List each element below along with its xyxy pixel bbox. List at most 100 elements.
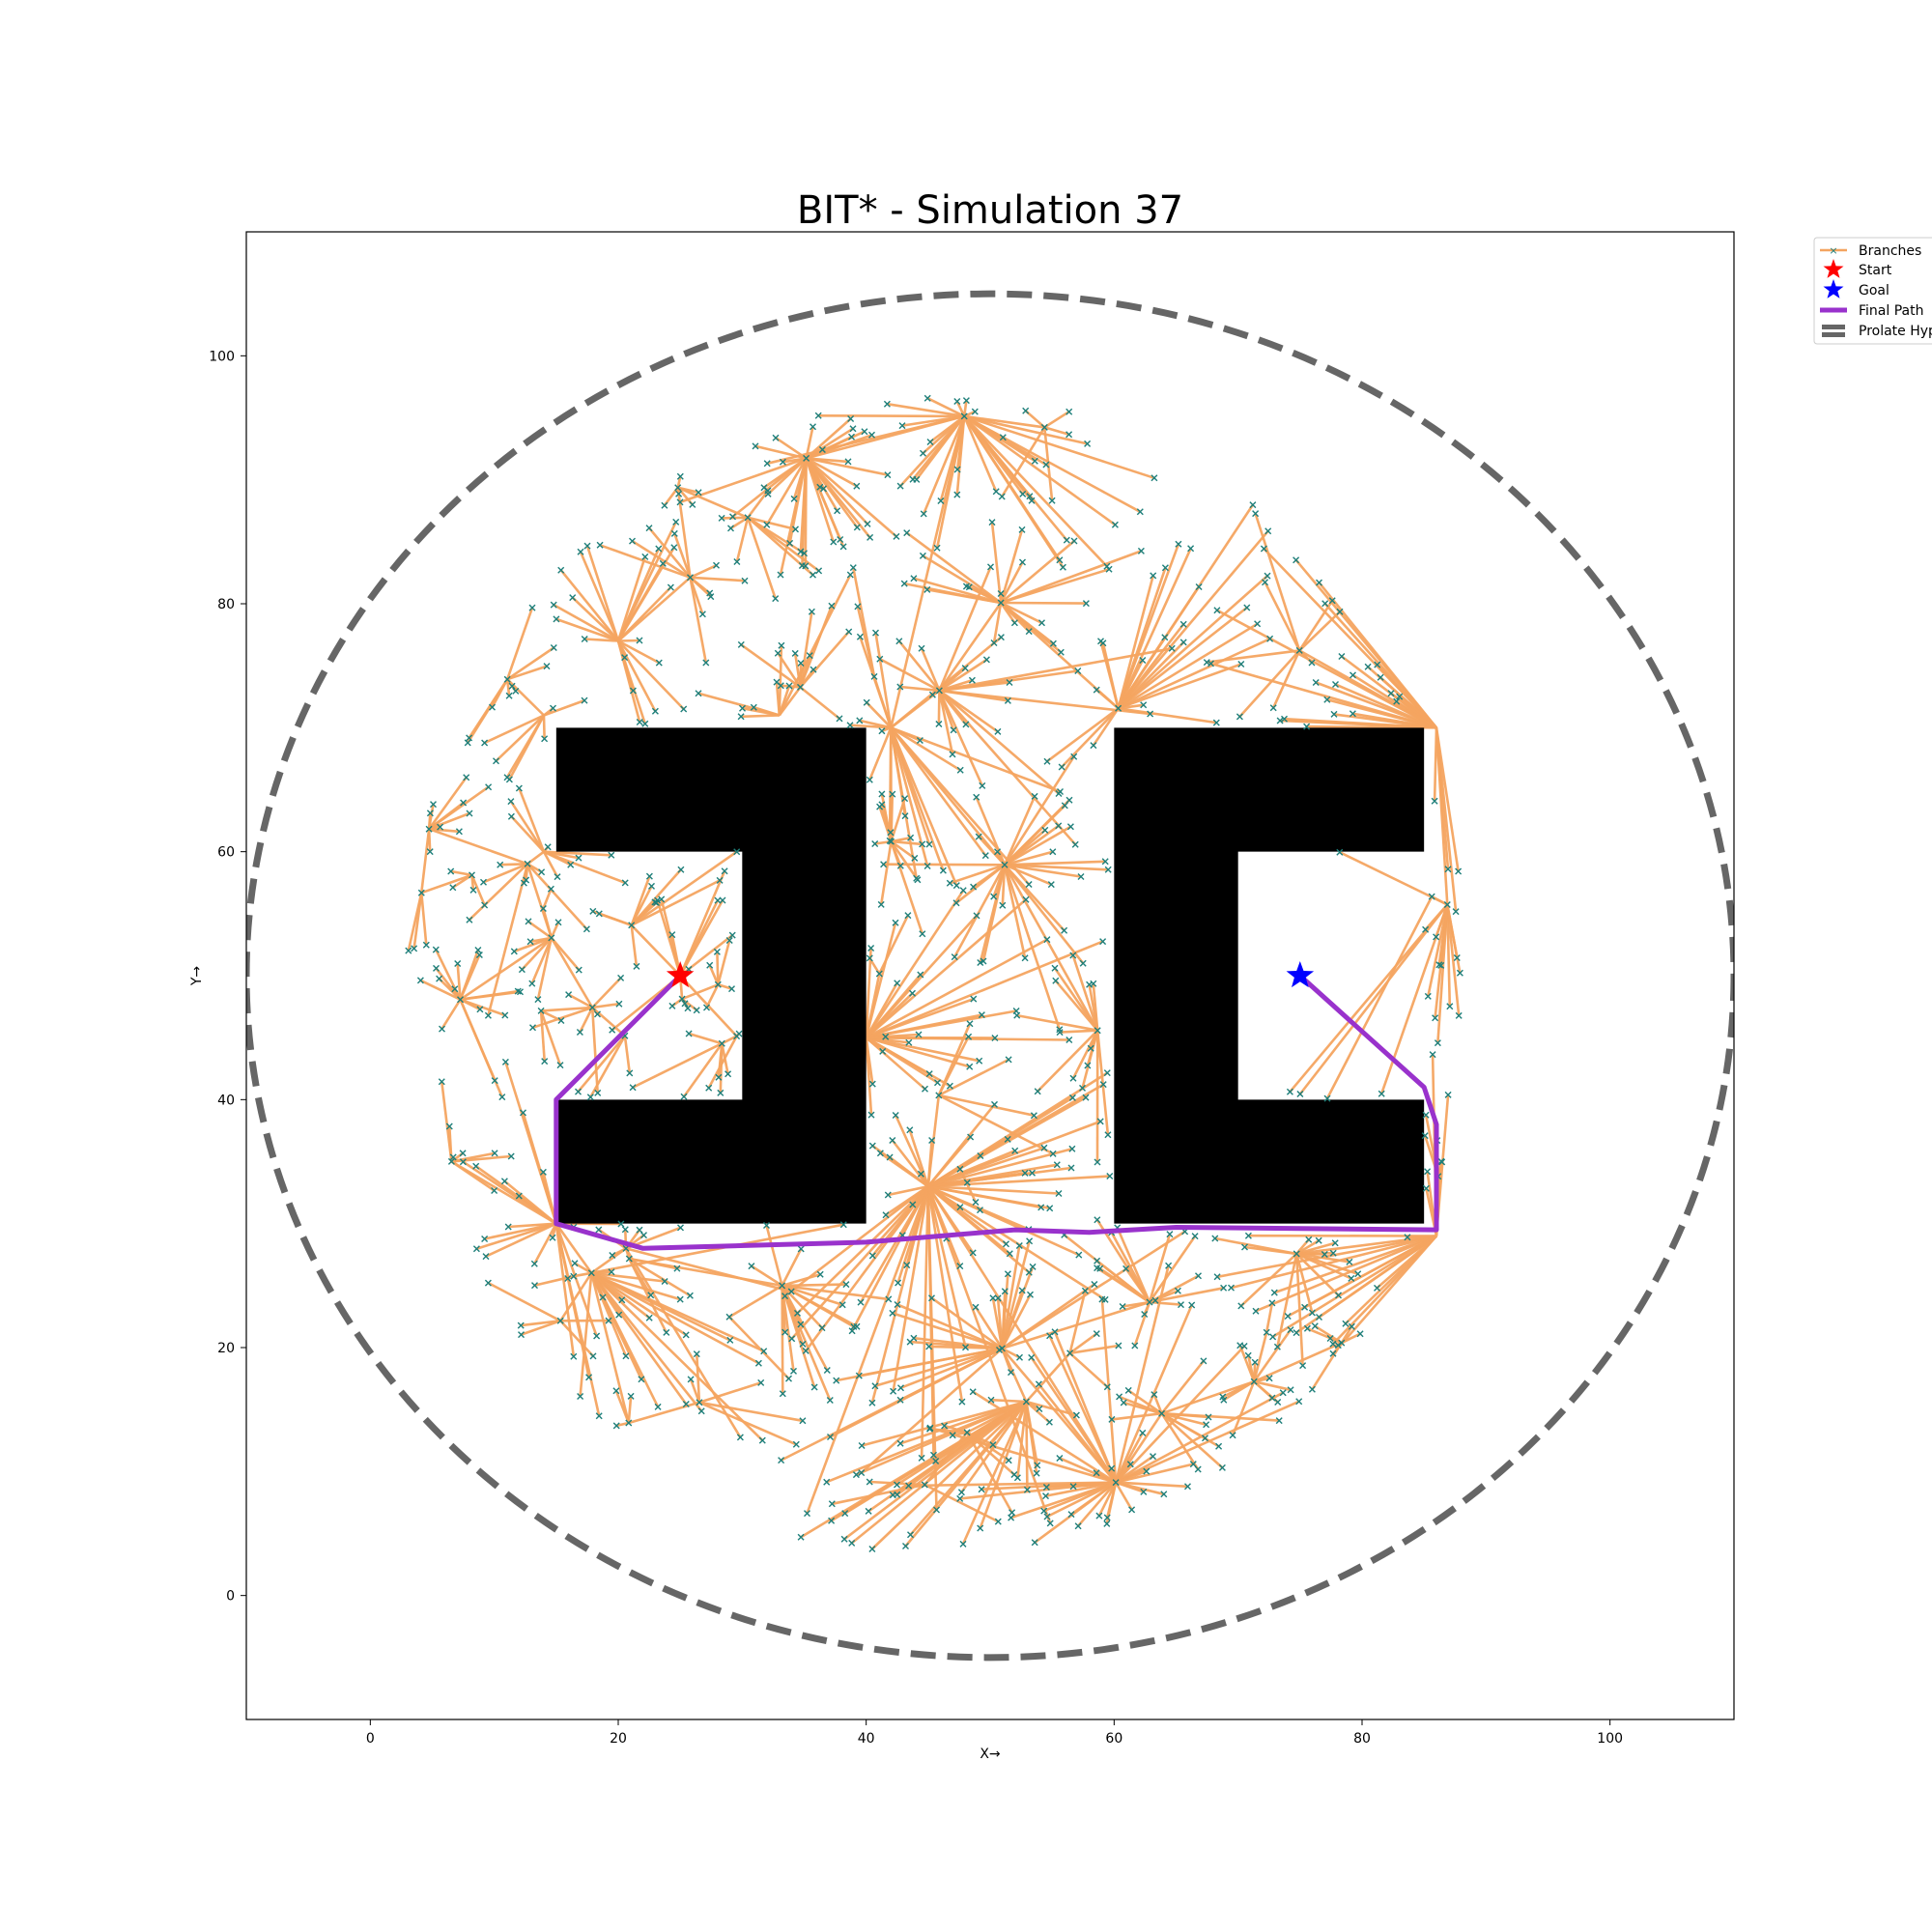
branch-edge [930,1296,1004,1350]
branch-node-marker [517,988,524,996]
branch-node-marker [928,691,936,698]
branch-node-marker [1250,1378,1258,1385]
branch-node-marker [1213,607,1221,614]
branch-node-marker [1434,1039,1441,1047]
branch-edge [1111,1411,1162,1421]
branch-node-marker [865,1507,872,1515]
branch-edge [550,922,560,939]
branch-node-marker [515,784,523,792]
branch-node-marker [868,1142,876,1150]
branch-node-marker [1005,1056,1012,1064]
y-axis-ticks: 0 20 40 60 80 100 [209,349,246,1605]
branch-edge [938,1058,1009,1097]
branch-node-marker [503,675,511,683]
branch-edge [521,1320,561,1336]
branch-node-marker [973,793,980,801]
branch-node-marker [1056,556,1064,564]
branch-edge [470,874,475,891]
branch-node-marker [529,1024,536,1032]
legend-branches-marker: × [1829,244,1837,257]
branch-node-marker [466,734,473,742]
branch-edge [689,576,711,595]
branch-node-marker [541,1058,549,1065]
branch-edge [781,1283,846,1288]
branch-node-marker [1049,848,1057,856]
branch-node-marker [1374,1284,1380,1292]
branch-edge [861,1400,1027,1447]
branch-edge [891,1139,929,1187]
branch-node-marker [593,1332,601,1340]
branch-edge [559,1320,594,1357]
branch-edge [892,1185,930,1392]
branch-node-marker [920,510,927,518]
branch-node-marker [877,900,885,908]
branch-node-marker [991,1035,999,1041]
branch-edge [778,686,802,717]
x-tick-label: 60 [1105,1731,1122,1747]
branch-node-marker [1422,1184,1430,1192]
branch-edge [1295,1241,1336,1256]
branch-edge [688,1032,723,1045]
branch-node-marker [895,638,903,645]
branch-node-marker [1034,1462,1041,1469]
branch-node-marker [454,960,462,967]
branch-edge [1118,707,1217,724]
legend-ellipse-label: Prolate Hyp [1859,324,1932,339]
branch-node-marker [1016,1353,1023,1361]
branch-edge [865,974,922,1039]
branch-node-marker [1093,686,1100,694]
branch-edge [754,444,807,460]
branch-edge [1004,864,1052,886]
branch-edge [728,1284,783,1319]
branch-edge [677,486,749,519]
branch-node-marker [718,1039,725,1047]
branch-node-marker [515,1192,523,1200]
branch-node-marker [497,861,504,868]
branch-edge [460,990,521,1001]
branch-edge [781,1285,816,1388]
branch-node-marker [457,996,464,1004]
branch-node-marker [895,1279,902,1287]
branch-node-marker [1108,1415,1116,1423]
branch-node-marker [1099,938,1107,946]
branch-node-marker [972,1199,980,1206]
branch-node-marker [956,1494,964,1502]
branch-node-marker [1139,657,1147,664]
branch-node-marker [728,985,735,993]
branch-edge [717,940,731,985]
branch-node-marker [1422,1111,1430,1119]
branch-node-marker [588,1004,596,1011]
branch-node-marker [963,1429,971,1436]
branch-node-marker [1195,1272,1202,1280]
final-path-line [554,974,1439,1251]
branch-node-marker [868,1546,876,1552]
branch-node-marker [950,726,957,734]
branch-node-marker [437,823,444,831]
branch-edge [543,698,585,717]
branch-edge [999,529,1024,604]
branch-edge [459,950,480,1001]
branch-node-marker [518,966,526,974]
branch-node-marker [1213,1273,1221,1281]
branch-node-marker [858,1469,866,1477]
branch-node-marker [1070,753,1078,760]
branch-edge [1068,1332,1098,1354]
branch-node-marker [1046,1332,1054,1340]
branch-node-marker [896,1439,904,1447]
branch-node-marker [1150,1453,1156,1461]
branch-node-marker [663,1328,670,1336]
branch-node-marker [1431,797,1438,805]
branch-edge [870,1185,930,1404]
branch-node-marker [539,905,547,912]
branch-edge [428,811,470,831]
branch-node-marker [965,1033,973,1040]
branch-edge [420,829,431,894]
branch-edge [1334,683,1437,729]
branch-node-marker [589,1352,597,1360]
branch-node-marker [1052,977,1060,984]
branch-node-marker [1042,1484,1050,1491]
branch-node-marker [1031,457,1038,465]
branch-edge [1295,1252,1359,1276]
branch-node-marker [925,840,933,848]
branch-edge [591,1270,612,1275]
